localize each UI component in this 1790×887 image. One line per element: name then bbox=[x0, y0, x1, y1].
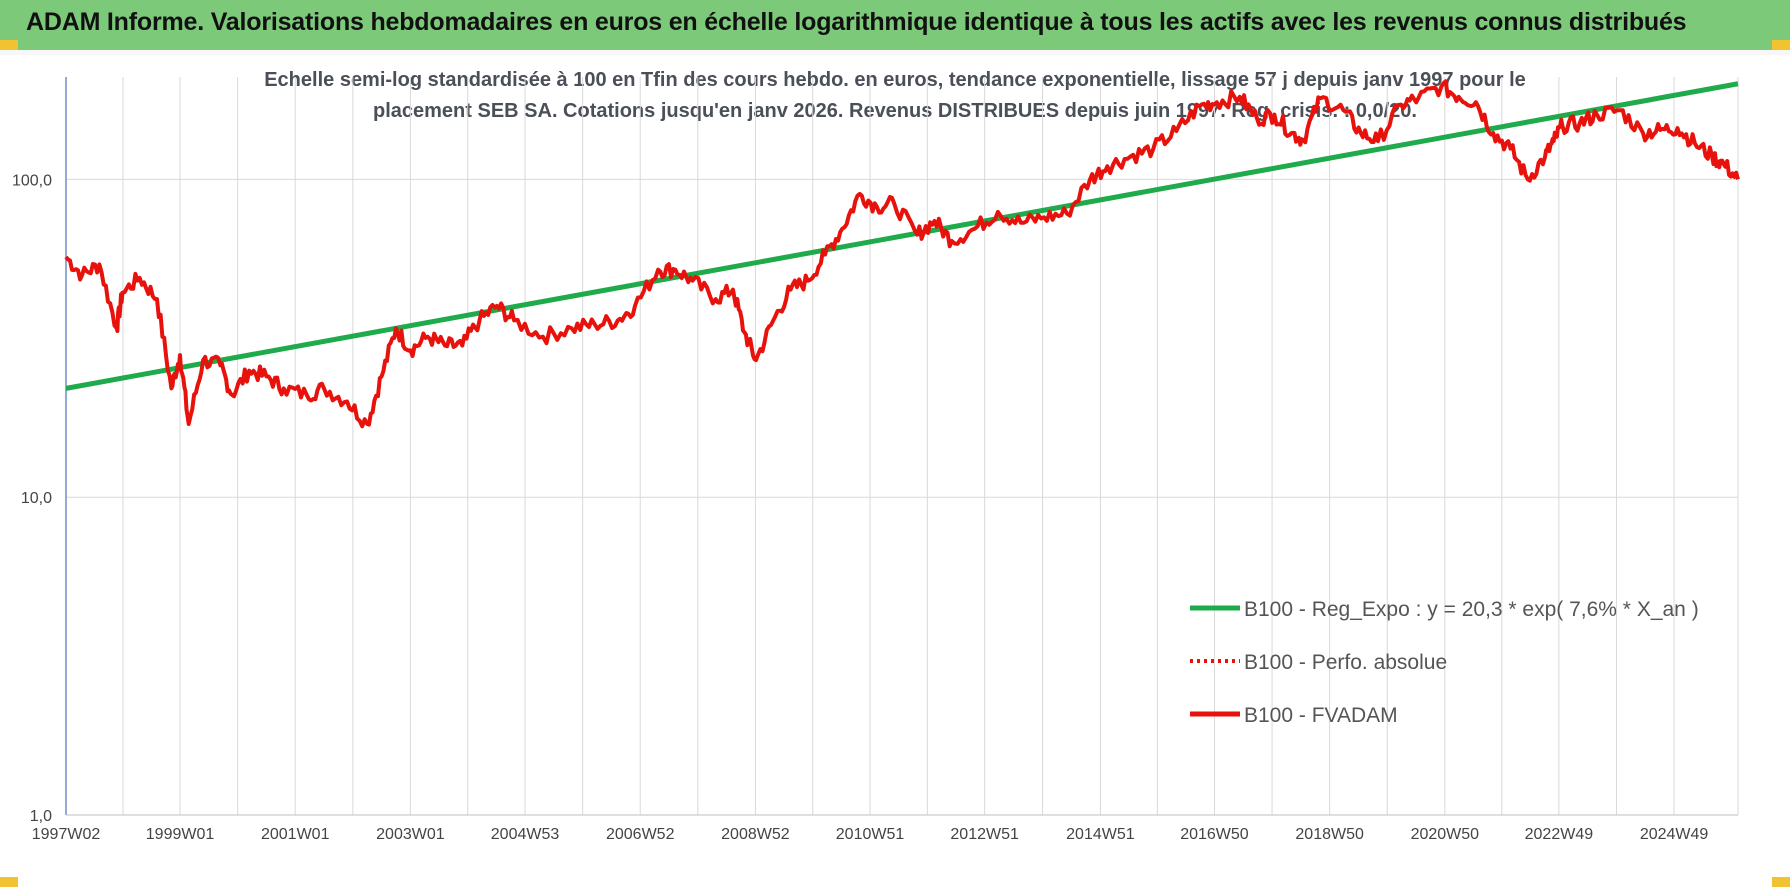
legend-label: B100 - Perfo. absolue bbox=[1244, 651, 1447, 674]
x-tick-label: 2014W51 bbox=[1066, 826, 1135, 843]
chart-panel: Echelle semi-log standardisée à 100 en T… bbox=[0, 55, 1790, 887]
x-tick-label: 2018W50 bbox=[1295, 826, 1364, 843]
page-title: ADAM Informe. Valorisations hebdomadaire… bbox=[26, 8, 1687, 36]
x-tick-label: 2022W49 bbox=[1525, 826, 1594, 843]
x-tick-label: 2008W52 bbox=[721, 826, 790, 843]
y-tick-label: 1,0 bbox=[30, 808, 52, 825]
x-tick-label: 1997W02 bbox=[32, 826, 101, 843]
y-tick-label: 100,0 bbox=[12, 172, 52, 189]
corner-marker-bottom-left bbox=[0, 877, 18, 887]
y-tick-label: 10,0 bbox=[21, 490, 52, 507]
x-tick-label: 2016W50 bbox=[1180, 826, 1249, 843]
corner-marker-bottom-right bbox=[1772, 877, 1790, 887]
corner-marker-top-left bbox=[0, 40, 18, 50]
x-tick-label: 2003W01 bbox=[376, 826, 445, 843]
legend-label: B100 - Reg_Expo : y = 20,3 * exp( 7,6% *… bbox=[1244, 598, 1699, 621]
x-tick-label: 2024W49 bbox=[1640, 826, 1709, 843]
x-tick-label: 2001W01 bbox=[261, 826, 330, 843]
x-tick-label: 2020W50 bbox=[1411, 826, 1480, 843]
series-line-reg-expo bbox=[65, 81, 1739, 391]
chart-subtitle-line-2: placement SEB SA. Cotations jusqu'en jan… bbox=[373, 100, 1417, 122]
series-line-fvadam bbox=[64, 79, 1740, 429]
x-tick-label: 2006W52 bbox=[606, 826, 675, 843]
legend-label: B100 - FVADAM bbox=[1244, 704, 1398, 727]
x-tick-label: 2004W53 bbox=[491, 826, 560, 843]
line-chart: 1997W02 1999W01 2001W01 2003W01 2004W53 2006W… bbox=[12, 77, 1740, 843]
chart-subtitle-line-1: Echelle semi-log standardisée à 100 en T… bbox=[264, 69, 1526, 91]
header-bar: ADAM Informe. Valorisations hebdomadaire… bbox=[0, 0, 1790, 50]
x-tick-label: 2010W51 bbox=[836, 826, 905, 843]
x-tick-label: 2012W51 bbox=[950, 826, 1019, 843]
corner-marker-top-right bbox=[1772, 40, 1790, 50]
x-tick-label: 1999W01 bbox=[146, 826, 215, 843]
